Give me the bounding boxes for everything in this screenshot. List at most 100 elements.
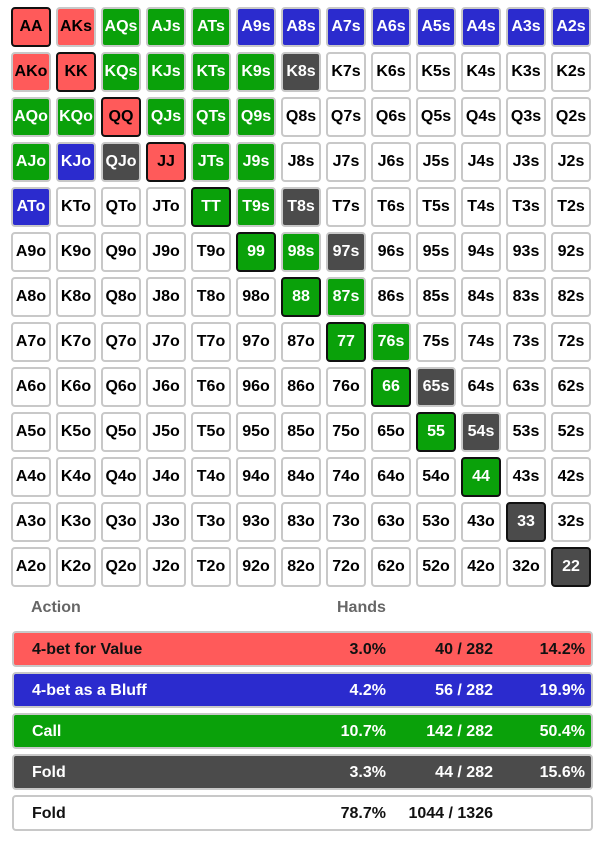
hand-cell-t7o[interactable]: T7o <box>191 322 231 362</box>
hand-cell-k9o[interactable]: K9o <box>56 232 96 272</box>
hand-cell-a4s[interactable]: A4s <box>461 7 501 47</box>
hand-cell-65s[interactable]: 65s <box>416 367 456 407</box>
hand-cell-a5o[interactable]: A5o <box>11 412 51 452</box>
hand-cell-j4o[interactable]: J4o <box>146 457 186 497</box>
hand-cell-64s[interactable]: 64s <box>461 367 501 407</box>
hand-cell-t9o[interactable]: T9o <box>191 232 231 272</box>
hand-cell-kts[interactable]: KTs <box>191 52 231 92</box>
hand-cell-86o[interactable]: 86o <box>281 367 321 407</box>
hand-cell-k4s[interactable]: K4s <box>461 52 501 92</box>
hand-cell-43s[interactable]: 43s <box>506 457 546 497</box>
hand-cell-k8o[interactable]: K8o <box>56 277 96 317</box>
hand-cell-ajo[interactable]: AJo <box>11 142 51 182</box>
hand-cell-j9s[interactable]: J9s <box>236 142 276 182</box>
hand-cell-qjo[interactable]: QJo <box>101 142 141 182</box>
hand-cell-32o[interactable]: 32o <box>506 547 546 587</box>
hand-cell-a5s[interactable]: A5s <box>416 7 456 47</box>
hand-cell-k5o[interactable]: K5o <box>56 412 96 452</box>
hand-cell-j3o[interactable]: J3o <box>146 502 186 542</box>
hand-cell-t8s[interactable]: T8s <box>281 187 321 227</box>
hand-cell-44[interactable]: 44 <box>461 457 501 497</box>
hand-cell-j3s[interactable]: J3s <box>506 142 546 182</box>
hand-cell-75s[interactable]: 75s <box>416 322 456 362</box>
hand-cell-k7o[interactable]: K7o <box>56 322 96 362</box>
hand-cell-tt[interactable]: TT <box>191 187 231 227</box>
hand-cell-65o[interactable]: 65o <box>371 412 411 452</box>
hand-cell-99[interactable]: 99 <box>236 232 276 272</box>
hand-cell-87o[interactable]: 87o <box>281 322 321 362</box>
hand-cell-52s[interactable]: 52s <box>551 412 591 452</box>
hand-cell-74o[interactable]: 74o <box>326 457 366 497</box>
hand-cell-32s[interactable]: 32s <box>551 502 591 542</box>
hand-cell-93o[interactable]: 93o <box>236 502 276 542</box>
action-row-fold-total[interactable]: Fold 78.7% 1044 / 1326 <box>12 795 593 831</box>
hand-cell-aqs[interactable]: AQs <box>101 7 141 47</box>
hand-cell-kk[interactable]: KK <box>56 52 96 92</box>
hand-cell-83o[interactable]: 83o <box>281 502 321 542</box>
hand-cell-qjs[interactable]: QJs <box>146 97 186 137</box>
hand-cell-85s[interactable]: 85s <box>416 277 456 317</box>
hand-cell-qto[interactable]: QTo <box>101 187 141 227</box>
hand-cell-42o[interactable]: 42o <box>461 547 501 587</box>
hand-cell-j2s[interactable]: J2s <box>551 142 591 182</box>
hand-cell-a7o[interactable]: A7o <box>11 322 51 362</box>
hand-cell-82o[interactable]: 82o <box>281 547 321 587</box>
hand-cell-k3s[interactable]: K3s <box>506 52 546 92</box>
hand-cell-a2o[interactable]: A2o <box>11 547 51 587</box>
hand-cell-q4o[interactable]: Q4o <box>101 457 141 497</box>
hand-cell-73o[interactable]: 73o <box>326 502 366 542</box>
hand-cell-a6s[interactable]: A6s <box>371 7 411 47</box>
hand-cell-ats[interactable]: ATs <box>191 7 231 47</box>
hand-cell-t9s[interactable]: T9s <box>236 187 276 227</box>
hand-cell-t4s[interactable]: T4s <box>461 187 501 227</box>
hand-cell-ato[interactable]: ATo <box>11 187 51 227</box>
hand-cell-22[interactable]: 22 <box>551 547 591 587</box>
hand-cell-82s[interactable]: 82s <box>551 277 591 317</box>
hand-cell-a7s[interactable]: A7s <box>326 7 366 47</box>
hand-cell-53o[interactable]: 53o <box>416 502 456 542</box>
hand-cell-q4s[interactable]: Q4s <box>461 97 501 137</box>
hand-cell-66[interactable]: 66 <box>371 367 411 407</box>
hand-cell-a8s[interactable]: A8s <box>281 7 321 47</box>
hand-cell-98s[interactable]: 98s <box>281 232 321 272</box>
hand-cell-54o[interactable]: 54o <box>416 457 456 497</box>
hand-cell-a9o[interactable]: A9o <box>11 232 51 272</box>
hand-cell-94s[interactable]: 94s <box>461 232 501 272</box>
hand-cell-t7s[interactable]: T7s <box>326 187 366 227</box>
hand-cell-a3o[interactable]: A3o <box>11 502 51 542</box>
hand-cell-97o[interactable]: 97o <box>236 322 276 362</box>
action-row-bluff[interactable]: 4-bet as a Bluff 4.2% 56 / 282 19.9% <box>12 672 593 708</box>
hand-cell-kqs[interactable]: KQs <box>101 52 141 92</box>
hand-cell-a2s[interactable]: A2s <box>551 7 591 47</box>
hand-cell-k2o[interactable]: K2o <box>56 547 96 587</box>
hand-cell-a9s[interactable]: A9s <box>236 7 276 47</box>
hand-cell-q3o[interactable]: Q3o <box>101 502 141 542</box>
hand-cell-j7o[interactable]: J7o <box>146 322 186 362</box>
hand-cell-ajs[interactable]: AJs <box>146 7 186 47</box>
hand-cell-ako[interactable]: AKo <box>11 52 51 92</box>
hand-cell-aks[interactable]: AKs <box>56 7 96 47</box>
hand-cell-t8o[interactable]: T8o <box>191 277 231 317</box>
hand-cell-q8s[interactable]: Q8s <box>281 97 321 137</box>
hand-cell-33[interactable]: 33 <box>506 502 546 542</box>
hand-cell-q2o[interactable]: Q2o <box>101 547 141 587</box>
hand-cell-a6o[interactable]: A6o <box>11 367 51 407</box>
hand-cell-kqo[interactable]: KQo <box>56 97 96 137</box>
hand-cell-85o[interactable]: 85o <box>281 412 321 452</box>
hand-cell-q3s[interactable]: Q3s <box>506 97 546 137</box>
hand-cell-63s[interactable]: 63s <box>506 367 546 407</box>
hand-cell-q9o[interactable]: Q9o <box>101 232 141 272</box>
hand-cell-74s[interactable]: 74s <box>461 322 501 362</box>
hand-cell-k8s[interactable]: K8s <box>281 52 321 92</box>
action-row-value[interactable]: 4-bet for Value 3.0% 40 / 282 14.2% <box>12 631 593 667</box>
hand-cell-q6s[interactable]: Q6s <box>371 97 411 137</box>
hand-cell-k6s[interactable]: K6s <box>371 52 411 92</box>
hand-cell-a4o[interactable]: A4o <box>11 457 51 497</box>
hand-cell-t3o[interactable]: T3o <box>191 502 231 542</box>
hand-cell-q2s[interactable]: Q2s <box>551 97 591 137</box>
hand-cell-jts[interactable]: JTs <box>191 142 231 182</box>
hand-cell-98o[interactable]: 98o <box>236 277 276 317</box>
hand-cell-k4o[interactable]: K4o <box>56 457 96 497</box>
hand-cell-52o[interactable]: 52o <box>416 547 456 587</box>
hand-cell-t5s[interactable]: T5s <box>416 187 456 227</box>
